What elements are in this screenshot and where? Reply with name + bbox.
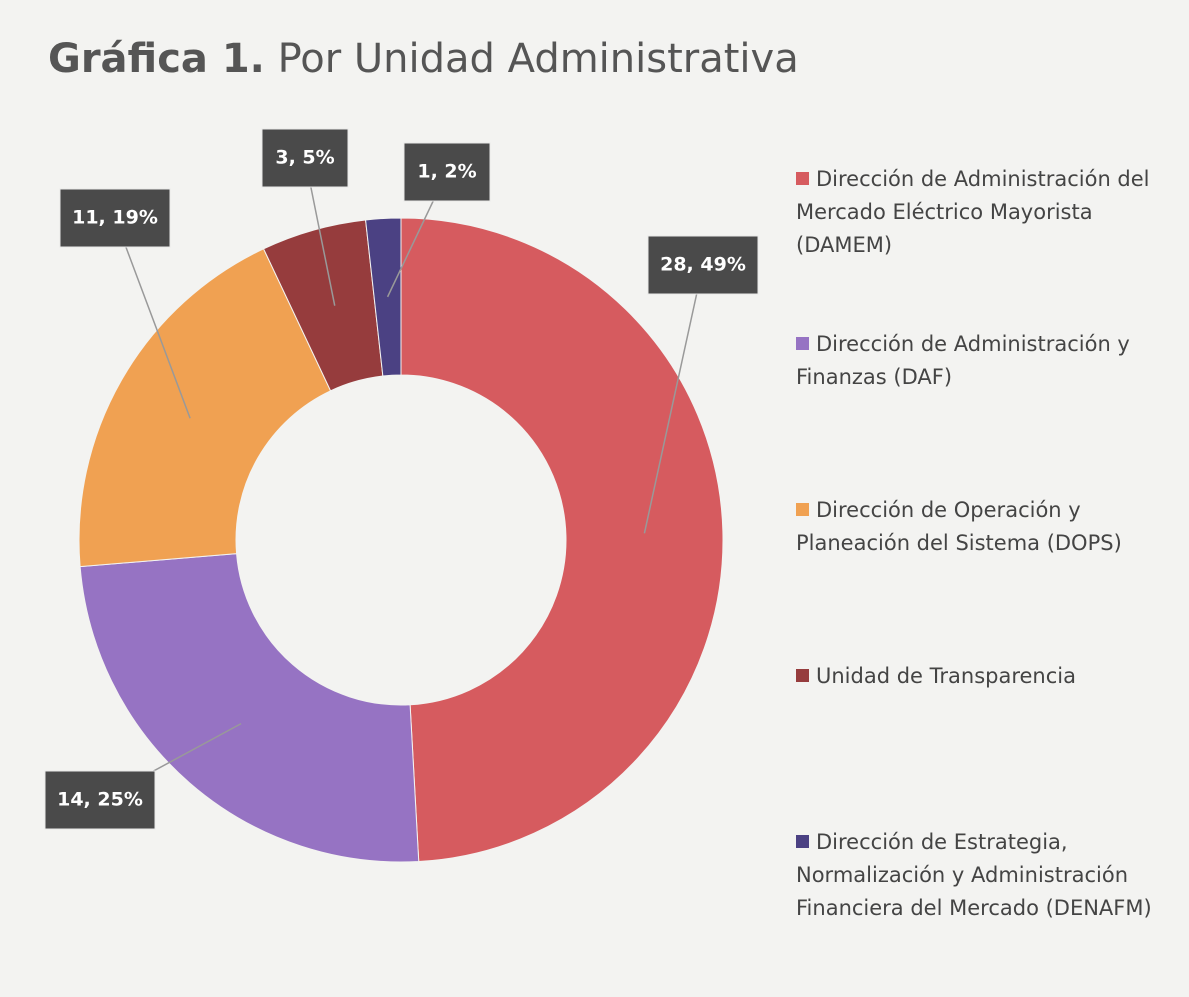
data-label-text: 14, 25% — [57, 789, 143, 811]
legend-label: Unidad de Transparencia — [816, 664, 1076, 688]
data-label-text: 28, 49% — [660, 254, 746, 276]
donut-slice — [79, 553, 420, 863]
data-label-text: 1, 2% — [417, 161, 476, 183]
data-label: 3, 5% — [261, 128, 349, 188]
label-box — [647, 235, 759, 295]
label-box — [261, 128, 349, 188]
chart-title: Gráfica 1. Por Unidad Administrativa — [48, 36, 799, 82]
title-text: Por Unidad Administrativa — [277, 36, 799, 82]
leader-line — [643, 264, 704, 534]
legend-label: Dirección de Administración y Finanzas (… — [796, 332, 1130, 389]
label-box — [403, 142, 491, 202]
legend-item: Dirección de Administración del Mercado … — [796, 163, 1166, 262]
legend-item: Dirección de Operación y Planeación del … — [796, 494, 1166, 560]
data-label: 28, 49% — [647, 235, 759, 295]
legend-item: Unidad de Transparencia — [796, 660, 1166, 693]
donut-slice — [78, 248, 332, 568]
leader-line — [114, 217, 191, 419]
legend-label: Dirección de Estrategia, Normalización y… — [796, 830, 1152, 920]
data-label-text: 3, 5% — [275, 147, 334, 169]
data-label: 1, 2% — [403, 142, 491, 202]
legend-item: Dirección de Administración y Finanzas (… — [796, 328, 1166, 394]
legend-swatch — [796, 172, 809, 185]
legend-label: Dirección de Administración del Mercado … — [796, 167, 1150, 257]
data-label: 14, 25% — [44, 770, 156, 830]
donut-slice — [400, 217, 724, 863]
legend-swatch — [796, 669, 809, 682]
legend-swatch — [796, 503, 809, 516]
data-label-text: 11, 19% — [72, 207, 158, 229]
label-box — [59, 188, 171, 248]
legend-item: Dirección de Estrategia, Normalización y… — [796, 826, 1166, 925]
label-box — [44, 770, 156, 830]
donut-slice — [365, 217, 402, 377]
legend-swatch — [796, 835, 809, 848]
title-number: Gráfica 1. — [48, 36, 265, 82]
legend-label: Dirección de Operación y Planeación del … — [796, 498, 1122, 555]
data-label: 11, 19% — [59, 188, 171, 248]
legend-swatch — [796, 337, 809, 350]
